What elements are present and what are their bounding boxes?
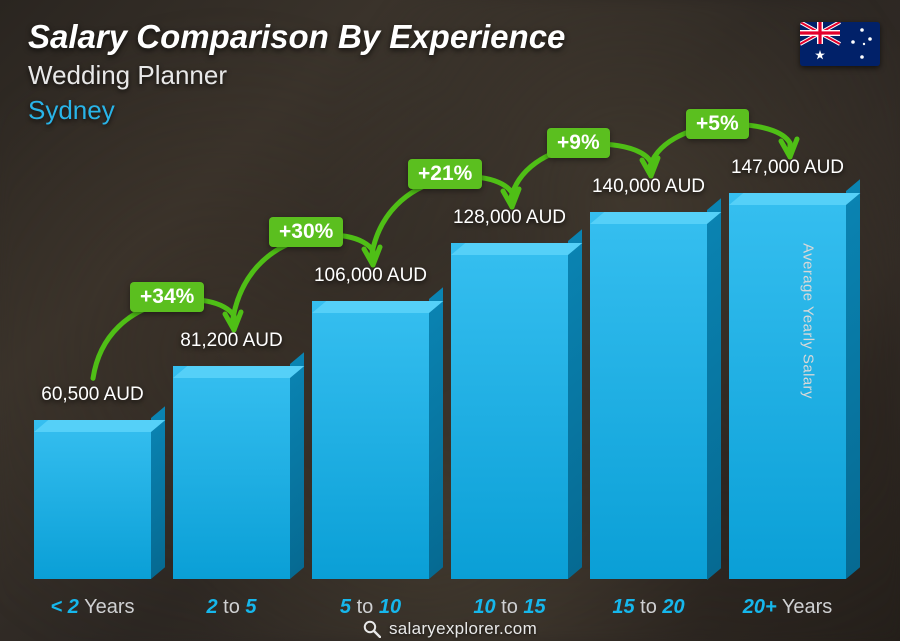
- infographic-stage: Salary Comparison By Experience Wedding …: [0, 0, 900, 641]
- source-text: salaryexplorer.com: [389, 619, 537, 639]
- bar-column: 128,000 AUD: [451, 207, 568, 579]
- bar: [590, 212, 707, 580]
- bar-value-label: 128,000 AUD: [453, 207, 566, 229]
- bar-chart: 60,500 AUD 81,200 AUD 106,000 AUD 128,000 A…: [34, 99, 846, 579]
- australia-flag-icon: [800, 22, 880, 66]
- bar: [729, 193, 846, 579]
- chart-title: Salary Comparison By Experience: [28, 18, 565, 56]
- x-axis-label: 10 to 15: [451, 596, 568, 619]
- bar-value-label: 106,000 AUD: [314, 265, 427, 287]
- bar: [173, 366, 290, 579]
- bar-column: 60,500 AUD: [34, 384, 151, 579]
- bar-value-label: 140,000 AUD: [592, 176, 705, 198]
- x-axis-labels: < 2 Years 2 to 5 5 to 10 10 to 15 15 to 20 20…: [34, 596, 846, 619]
- bar: [312, 301, 429, 579]
- x-axis-label: 20+ Years: [729, 596, 846, 619]
- magnifier-icon: [363, 620, 381, 638]
- bar-column: 106,000 AUD: [312, 265, 429, 579]
- source-credit: salaryexplorer.com: [363, 619, 537, 639]
- bar-value-label: 81,200 AUD: [180, 330, 282, 352]
- bar-column: 140,000 AUD: [590, 176, 707, 580]
- x-axis-label: 5 to 10: [312, 596, 429, 619]
- x-axis-label: 15 to 20: [590, 596, 707, 619]
- bar: [451, 243, 568, 579]
- chart-subtitle: Wedding Planner: [28, 60, 565, 91]
- bar-value-label: 60,500 AUD: [41, 384, 143, 406]
- x-axis-label: 2 to 5: [173, 596, 290, 619]
- bar-column: 81,200 AUD: [173, 330, 290, 579]
- bar-column: 147,000 AUD: [729, 157, 846, 579]
- bar-value-label: 147,000 AUD: [731, 157, 844, 179]
- bar: [34, 420, 151, 579]
- x-axis-label: < 2 Years: [34, 596, 151, 619]
- y-axis-label: Average Yearly Salary: [800, 243, 817, 399]
